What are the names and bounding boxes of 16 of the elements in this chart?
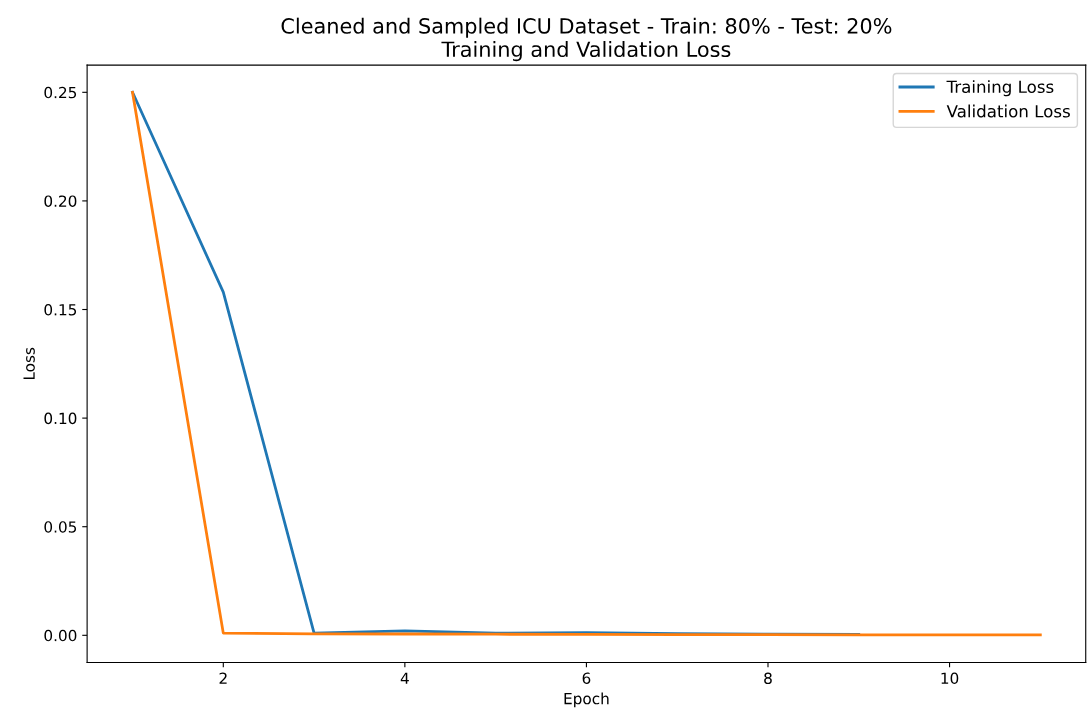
x-tick-label: 10 (941, 672, 959, 685)
y-tick-label: 0.00 (44, 629, 77, 642)
x-axis-title: Epoch (564, 692, 609, 708)
y-axis-title: Loss (23, 347, 35, 380)
y-tick-label: 0.05 (44, 521, 77, 533)
y-tick-label: 0.15 (44, 303, 77, 316)
x-tick-label: 6 (582, 672, 591, 685)
chart-title: Cleaned and Sampled ICU Dataset - Train: 80% - Test: 20% Training and Validation Loss (281, 17, 892, 62)
y-tick-label: 0.20 (44, 195, 77, 207)
y-tick-label: 0.25 (44, 86, 77, 99)
x-tick-label: 2 (219, 672, 227, 684)
x-tick-label: 8 (764, 672, 772, 685)
x-tick-label: 4 (400, 672, 409, 684)
legend-label: Validation Loss (946, 104, 1070, 118)
legend-label: Training Loss (946, 80, 1054, 97)
y-tick-label: 0.10 (44, 412, 77, 425)
